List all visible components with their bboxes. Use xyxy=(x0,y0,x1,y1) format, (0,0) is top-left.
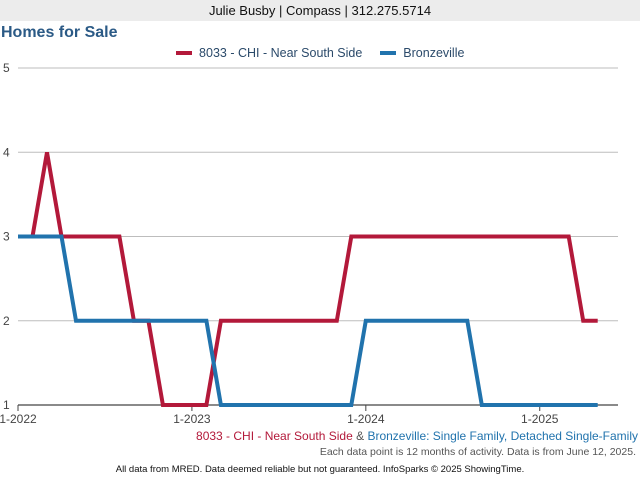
chart-footnote: Each data point is 12 months of activity… xyxy=(319,446,636,458)
x-tick-label-1-2022: 1-2022 xyxy=(0,412,37,426)
series-line-bronzeville xyxy=(18,234,598,407)
subtitle-area-near-south-side: 8033 - CHI - Near South Side xyxy=(196,429,353,443)
y-tick-label-4: 4 xyxy=(3,145,10,159)
y-tick-label-3: 3 xyxy=(3,230,10,244)
legend-label-near-south-side: 8033 - CHI - Near South Side xyxy=(199,46,363,60)
legend-swatch-near-south-side xyxy=(175,50,192,55)
data-source-disclaimer: All data from MRED. Data deemed reliable… xyxy=(115,464,525,475)
chart-title: Homes for Sale xyxy=(1,24,118,41)
chart-subtitle: 8033 - CHI - Near South Side & Bronzevil… xyxy=(196,429,638,443)
y-tick-label-1: 1 xyxy=(3,398,10,412)
subtitle-area-bronzeville: Bronzeville: Single Family, Detached Sin… xyxy=(367,429,638,443)
chart-legend: 8033 - CHI - Near South Side Bronzeville xyxy=(0,46,640,60)
x-tick-label-1-2024: 1-2024 xyxy=(347,412,385,426)
y-tick-label-2: 2 xyxy=(3,314,10,328)
x-tick-label-1-2023: 1-2023 xyxy=(173,412,211,426)
legend-label-bronzeville: Bronzeville xyxy=(403,46,465,60)
agent-contact-line: Julie Busby | Compass | 312.275.5714 xyxy=(208,3,432,18)
legend-swatch-bronzeville xyxy=(379,50,396,55)
y-tick-label-5: 5 xyxy=(3,61,10,75)
x-tick-label-1-2025: 1-2025 xyxy=(521,412,559,426)
agent-header-bar: Julie Busby | Compass | 312.275.5714 xyxy=(0,0,640,21)
series-line-8033-chi-near-south-side xyxy=(18,151,598,407)
legend-item-bronzeville[interactable]: Bronzeville xyxy=(379,46,465,60)
legend-item-near-south-side[interactable]: 8033 - CHI - Near South Side xyxy=(175,46,363,60)
subtitle-ampersand: & xyxy=(352,429,368,443)
